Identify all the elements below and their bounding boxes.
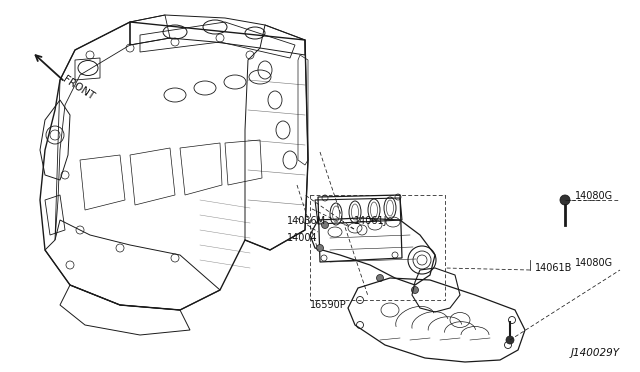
Text: 14061J: 14061J bbox=[354, 216, 387, 226]
Text: 14036M: 14036M bbox=[287, 216, 326, 226]
Circle shape bbox=[560, 195, 570, 205]
Circle shape bbox=[412, 286, 419, 294]
Circle shape bbox=[376, 275, 383, 282]
Text: 14080G: 14080G bbox=[575, 191, 613, 201]
Circle shape bbox=[321, 221, 328, 228]
Circle shape bbox=[506, 336, 514, 344]
Text: 14061B: 14061B bbox=[535, 263, 572, 273]
Text: 16590P: 16590P bbox=[310, 300, 347, 310]
Text: FRONT: FRONT bbox=[61, 74, 95, 102]
Text: 14080G: 14080G bbox=[575, 258, 613, 268]
Circle shape bbox=[317, 244, 323, 251]
Text: 14004: 14004 bbox=[287, 233, 317, 243]
Text: J140029Y: J140029Y bbox=[571, 348, 620, 358]
